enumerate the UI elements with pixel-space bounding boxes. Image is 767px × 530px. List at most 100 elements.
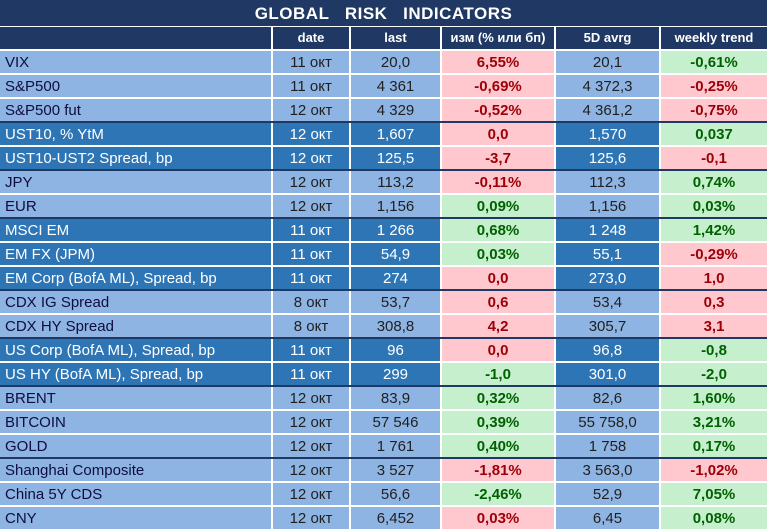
- row-date: 12 окт: [273, 147, 349, 169]
- row-last: 113,2: [351, 171, 440, 193]
- row-last: 3 527: [351, 459, 440, 481]
- row-date: 11 окт: [273, 363, 349, 385]
- header-date: date: [273, 27, 349, 49]
- row-date: 8 окт: [273, 291, 349, 313]
- header-last: last: [351, 27, 440, 49]
- group-divider: [0, 457, 767, 459]
- row-5d-avg: 1,570: [556, 123, 659, 145]
- row-change: -3,7: [442, 147, 554, 169]
- row-weekly-trend: 1,0: [661, 267, 767, 289]
- row-5d-avg: 55 758,0: [556, 411, 659, 433]
- group-divider: [0, 289, 767, 291]
- row-name: EUR: [0, 195, 271, 217]
- row-weekly-trend: -1,02%: [661, 459, 767, 481]
- row-5d-avg: 6,45: [556, 507, 659, 529]
- row-name: China 5Y CDS: [0, 483, 271, 505]
- row-date: 12 окт: [273, 507, 349, 529]
- row-last: 20,0: [351, 51, 440, 73]
- row-weekly-trend: -0,29%: [661, 243, 767, 265]
- row-date: 12 окт: [273, 387, 349, 409]
- row-last: 308,8: [351, 315, 440, 337]
- row-name: BRENT: [0, 387, 271, 409]
- row-5d-avg: 1 758: [556, 435, 659, 457]
- row-change: -0,69%: [442, 75, 554, 97]
- row-date: 11 окт: [273, 267, 349, 289]
- row-change: 0,39%: [442, 411, 554, 433]
- row-5d-avg: 96,8: [556, 339, 659, 361]
- row-name: EM Corp (BofA ML), Spread, bp: [0, 267, 271, 289]
- row-weekly-trend: -0,25%: [661, 75, 767, 97]
- row-change: 0,32%: [442, 387, 554, 409]
- row-last: 4 361: [351, 75, 440, 97]
- row-date: 11 окт: [273, 243, 349, 265]
- row-last: 125,5: [351, 147, 440, 169]
- row-last: 83,9: [351, 387, 440, 409]
- row-change: -2,46%: [442, 483, 554, 505]
- row-weekly-trend: -0,75%: [661, 99, 767, 121]
- row-change: 0,0: [442, 339, 554, 361]
- row-date: 12 окт: [273, 171, 349, 193]
- row-date: 12 окт: [273, 459, 349, 481]
- row-change: 0,09%: [442, 195, 554, 217]
- group-divider: [0, 337, 767, 339]
- row-change: 4,2: [442, 315, 554, 337]
- row-date: 11 окт: [273, 219, 349, 241]
- row-date: 12 окт: [273, 411, 349, 433]
- row-date: 8 окт: [273, 315, 349, 337]
- row-last: 54,9: [351, 243, 440, 265]
- row-date: 12 окт: [273, 435, 349, 457]
- row-name: Shanghai Composite: [0, 459, 271, 481]
- row-weekly-trend: -0,1: [661, 147, 767, 169]
- row-5d-avg: 82,6: [556, 387, 659, 409]
- row-date: 12 окт: [273, 99, 349, 121]
- row-name: US HY (BofA ML), Spread, bp: [0, 363, 271, 385]
- group-divider: [0, 169, 767, 171]
- row-change: 0,0: [442, 267, 554, 289]
- row-5d-avg: 4 361,2: [556, 99, 659, 121]
- row-5d-avg: 3 563,0: [556, 459, 659, 481]
- row-name: VIX: [0, 51, 271, 73]
- row-5d-avg: 301,0: [556, 363, 659, 385]
- row-last: 96: [351, 339, 440, 361]
- row-last: 6,452: [351, 507, 440, 529]
- row-name: CDX HY Spread: [0, 315, 271, 337]
- row-name: BITCOIN: [0, 411, 271, 433]
- row-date: 12 окт: [273, 123, 349, 145]
- row-change: 0,0: [442, 123, 554, 145]
- row-change: -0,52%: [442, 99, 554, 121]
- group-divider: [0, 217, 767, 219]
- row-last: 57 546: [351, 411, 440, 433]
- row-date: 12 окт: [273, 195, 349, 217]
- row-weekly-trend: 0,17%: [661, 435, 767, 457]
- row-change: 0,6: [442, 291, 554, 313]
- row-last: 1 266: [351, 219, 440, 241]
- row-5d-avg: 1 248: [556, 219, 659, 241]
- row-name: US Corp (BofA ML), Spread, bp: [0, 339, 271, 361]
- row-weekly-trend: -2,0: [661, 363, 767, 385]
- row-name: S&P500 fut: [0, 99, 271, 121]
- row-weekly-trend: 0,3: [661, 291, 767, 313]
- row-5d-avg: 20,1: [556, 51, 659, 73]
- row-5d-avg: 53,4: [556, 291, 659, 313]
- row-weekly-trend: 7,05%: [661, 483, 767, 505]
- row-name: UST10-UST2 Spread, bp: [0, 147, 271, 169]
- row-change: -1,0: [442, 363, 554, 385]
- row-change: -0,11%: [442, 171, 554, 193]
- row-name: MSCI EM: [0, 219, 271, 241]
- row-last: 56,6: [351, 483, 440, 505]
- header-5d-avg: 5D avrg: [556, 27, 659, 49]
- row-weekly-trend: 1,60%: [661, 387, 767, 409]
- header-change: изм (% или бп): [442, 27, 554, 49]
- header-name: [0, 27, 271, 49]
- row-last: 274: [351, 267, 440, 289]
- row-name: EM FX (JPM): [0, 243, 271, 265]
- row-5d-avg: 273,0: [556, 267, 659, 289]
- row-change: 0,68%: [442, 219, 554, 241]
- row-weekly-trend: 3,1: [661, 315, 767, 337]
- row-last: 53,7: [351, 291, 440, 313]
- row-weekly-trend: 0,08%: [661, 507, 767, 529]
- row-5d-avg: 125,6: [556, 147, 659, 169]
- row-change: 0,03%: [442, 507, 554, 529]
- row-name: GOLD: [0, 435, 271, 457]
